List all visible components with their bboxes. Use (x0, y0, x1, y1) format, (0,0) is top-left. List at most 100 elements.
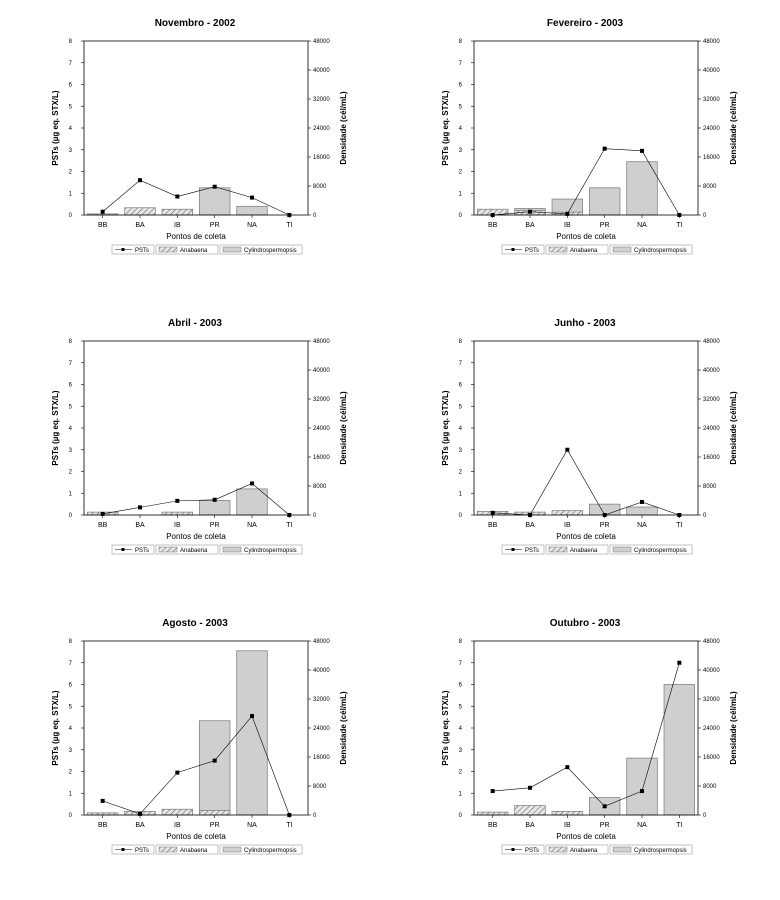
psts-point (175, 770, 180, 775)
anabaena-bar (551, 510, 583, 516)
y-tick-label: 7 (459, 661, 463, 667)
legend-marker-symbol (511, 548, 515, 551)
legend-anabaena-swatch (548, 846, 568, 853)
legend-box-anabaena (545, 244, 609, 255)
legend-label-psts: PSTs (135, 548, 149, 554)
psts-point (287, 213, 292, 217)
psts-point (138, 811, 142, 816)
x-category-label: IB (174, 822, 181, 829)
x-category-label: BA (135, 822, 145, 829)
y-tick-label: 1 (459, 791, 463, 797)
y-tick-label: 1 (459, 491, 463, 497)
psts-line (102, 483, 290, 516)
y-axis-title: PSTs (µg eq. STX/L) (441, 690, 450, 765)
x-category-label: TI (286, 222, 292, 229)
cylindro-bar (236, 205, 268, 216)
y-tick-label: 0 (459, 813, 463, 819)
chart-title: Agosto - 2003 (162, 618, 228, 629)
y2-tick-label: 24000 (313, 726, 330, 732)
cylindro-bar (199, 500, 231, 516)
y2-tick-label: 48000 (703, 39, 720, 45)
x-category-label: TI (676, 822, 682, 829)
anabaena-bar (161, 208, 193, 216)
y2-tick-label: 48000 (703, 339, 720, 345)
y2-axis-title: Densidade (cél/mL) (339, 391, 348, 465)
cylindro-bar (236, 488, 268, 516)
chart-panel-5: Agosto - 2003 0 1 2 3 4 5 6 7 8 0 8000 16000 24000 320… (0, 600, 390, 900)
y-tick-label: 5 (459, 404, 463, 410)
legend-anabaena-swatch (548, 546, 568, 553)
legend-label-cylindro: Cylindrospermopsis (244, 248, 297, 254)
legend-cylindro-swatch (222, 846, 242, 853)
y2-axis-title: Densidade (cél/mL) (729, 91, 738, 165)
x-axis-title: Pontos de coleta (556, 832, 616, 841)
legend-anabaena-swatch (158, 246, 178, 253)
psts-point (212, 758, 217, 763)
psts-point (250, 714, 254, 719)
anabaena-bar (199, 810, 231, 816)
y2-tick-label: 16000 (703, 755, 720, 761)
psts-point (490, 213, 495, 217)
y2-tick-label: 48000 (313, 39, 330, 45)
x-category-label: NA (637, 822, 647, 829)
y-tick-label: 3 (69, 748, 73, 754)
x-category-label: PR (210, 222, 220, 229)
cylindro-bar (236, 650, 268, 816)
psts-line (102, 715, 290, 816)
y2-tick-label: 32000 (313, 697, 330, 703)
legend-box-cylindro (609, 244, 693, 255)
x-category-label: BA (525, 822, 535, 829)
cylindro-bar (626, 161, 658, 216)
y2-tick-label: 0 (313, 513, 317, 519)
legend-box-anabaena (155, 844, 219, 855)
y-tick-label: 5 (459, 704, 463, 710)
legend-label-cylindro: Cylindrospermopsis (634, 248, 687, 254)
chart-svg: Junho - 2003 0 1 2 3 4 5 6 7 8 0 8000 16000 24000 3200… (441, 318, 738, 555)
psts-point (175, 498, 180, 503)
psts-point (490, 510, 495, 515)
legend-label-cylindro: Cylindrospermopsis (244, 848, 297, 854)
y2-tick-label: 24000 (703, 426, 720, 432)
psts-point (677, 213, 682, 217)
y2-axis-title: Densidade (cél/mL) (729, 691, 738, 765)
y2-tick-label: 8000 (313, 784, 327, 790)
legend-label-anabaena: Anabaena (570, 548, 598, 554)
x-axis-title: Pontos de coleta (166, 532, 226, 541)
x-category-label: PR (600, 522, 610, 529)
x-axis-title: Pontos de coleta (556, 232, 616, 241)
y-tick-label: 2 (69, 770, 73, 776)
y-tick-label: 0 (459, 213, 463, 219)
y-tick-label: 4 (69, 426, 73, 432)
x-category-label: BA (135, 222, 145, 229)
y-axis-title: PSTs (µg eq. STX/L) (441, 390, 450, 465)
x-category-label: NA (637, 222, 647, 229)
psts-point (602, 513, 607, 517)
y2-tick-label: 16000 (313, 455, 330, 461)
y-tick-label: 7 (69, 61, 73, 67)
legend-box-psts (111, 844, 155, 855)
psts-point (100, 209, 105, 214)
y-tick-label: 4 (69, 126, 73, 132)
psts-line (102, 179, 290, 216)
y-tick-label: 8 (69, 639, 73, 645)
legend-cylindro-swatch (612, 546, 632, 553)
psts-point (100, 798, 105, 803)
y2-tick-label: 8000 (313, 484, 327, 490)
x-category-label: PR (600, 822, 610, 829)
x-category-label: NA (637, 522, 647, 529)
psts-point (490, 789, 495, 794)
y-tick-label: 8 (459, 639, 463, 645)
psts-point (212, 497, 217, 502)
psts-line (492, 662, 680, 807)
legend-label-anabaena: Anabaena (570, 248, 598, 254)
cylindro-bar (199, 720, 231, 812)
y-tick-label: 4 (459, 126, 463, 132)
legend-marker-symbol (511, 848, 515, 851)
x-category-label: IB (564, 222, 571, 229)
y-tick-label: 6 (459, 83, 463, 89)
anabaena-bar (161, 808, 193, 816)
y-tick-label: 4 (69, 726, 73, 732)
x-category-label: TI (286, 522, 292, 529)
x-category-label: IB (174, 522, 181, 529)
legend-label-anabaena: Anabaena (180, 848, 208, 854)
